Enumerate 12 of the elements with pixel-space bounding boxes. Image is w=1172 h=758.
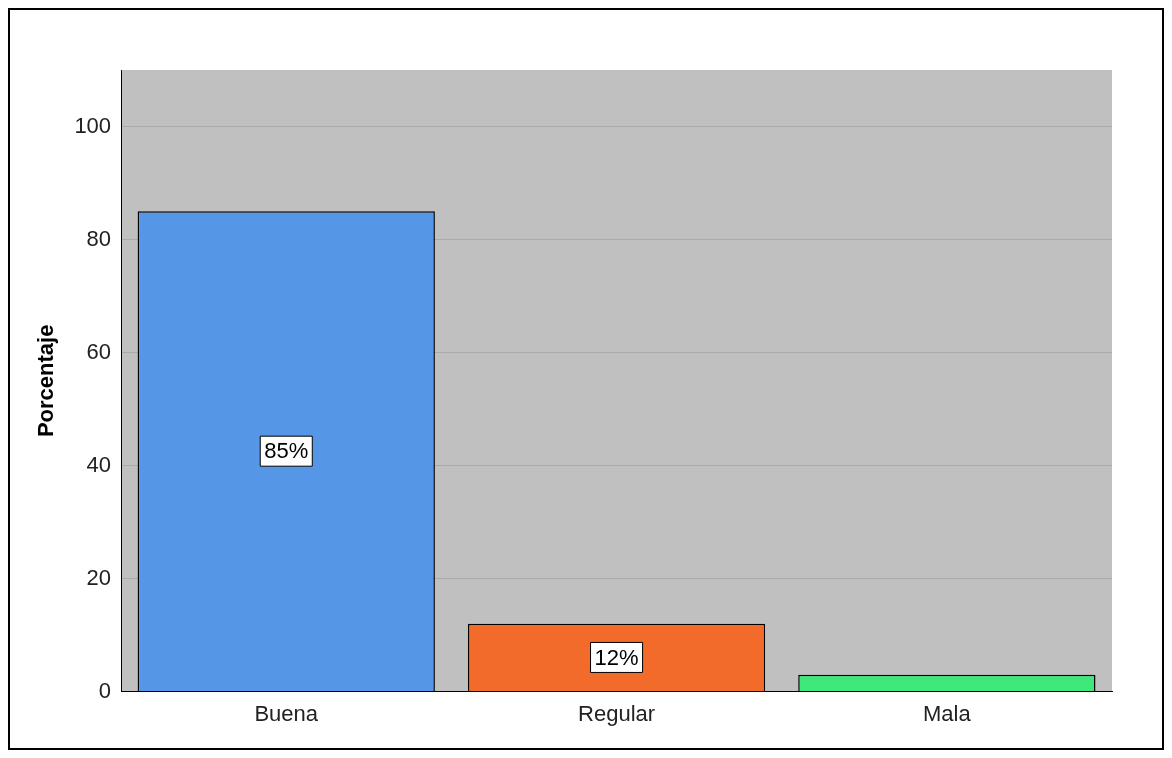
y-axis-title: Porcentaje: [33, 324, 59, 438]
y-tick-label: 100: [74, 112, 112, 138]
data-label: 85%: [264, 438, 309, 464]
x-tick-label: Buena: [254, 700, 319, 726]
y-tick-label: 40: [86, 451, 112, 477]
x-tick-label: Mala: [923, 700, 972, 726]
data-label: 12%: [594, 644, 639, 670]
y-tick-label: 0: [98, 677, 112, 703]
y-tick-label: 80: [86, 225, 112, 251]
x-tick-label: Regular: [578, 700, 656, 726]
y-tick-label: 60: [86, 338, 112, 364]
y-tick-label: 20: [86, 564, 112, 590]
